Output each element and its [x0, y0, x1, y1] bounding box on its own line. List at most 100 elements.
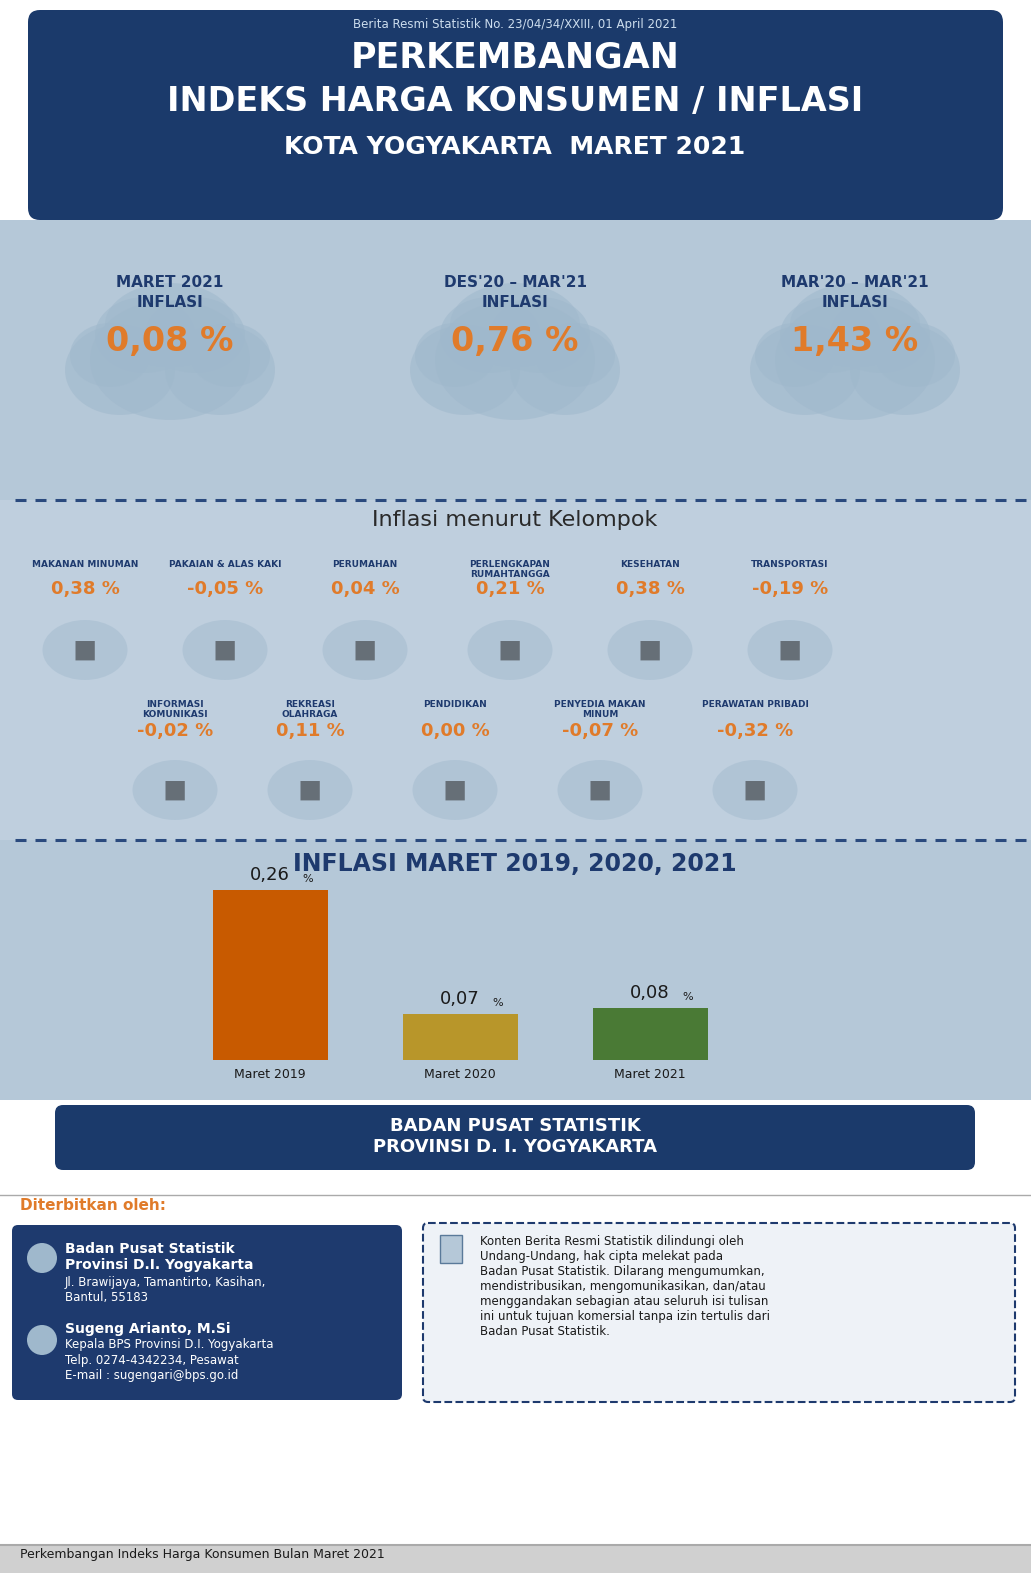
Bar: [0, 500, 1031, 841]
Ellipse shape: [450, 282, 580, 366]
Bar: [0, 220, 1031, 500]
FancyBboxPatch shape: [12, 1224, 402, 1400]
Bar: [440, 1235, 462, 1262]
Text: 0,08: 0,08: [630, 983, 670, 1002]
Text: ▪: ▪: [162, 771, 189, 809]
Ellipse shape: [65, 325, 175, 416]
Text: ▪: ▪: [352, 631, 378, 669]
Text: INFLASI: INFLASI: [481, 295, 548, 309]
Text: Konten Berita Resmi Statistik dilindungi oleh
Undang-Undang, hak cipta melekat p: Konten Berita Resmi Statistik dilindungi…: [480, 1235, 770, 1339]
Text: PROVINSI D. I. YOGYAKARTA: PROVINSI D. I. YOGYAKARTA: [373, 1139, 657, 1156]
Ellipse shape: [467, 620, 553, 680]
Ellipse shape: [535, 324, 616, 387]
Text: INFLASI: INFLASI: [137, 295, 203, 309]
Text: PERAWATAN PRIBADI: PERAWATAN PRIBADI: [701, 699, 808, 709]
Text: BADAN PUSAT STATISTIK: BADAN PUSAT STATISTIK: [390, 1117, 640, 1136]
Ellipse shape: [780, 297, 880, 373]
Text: -0,02 %: -0,02 %: [137, 722, 213, 741]
Ellipse shape: [490, 297, 590, 373]
Text: 0,38 %: 0,38 %: [616, 580, 685, 598]
Ellipse shape: [323, 620, 407, 680]
Ellipse shape: [95, 297, 195, 373]
FancyBboxPatch shape: [55, 1105, 975, 1170]
Text: ▪: ▪: [297, 771, 323, 809]
Ellipse shape: [182, 620, 267, 680]
Text: 0,76 %: 0,76 %: [452, 325, 578, 358]
Text: INFLASI: INFLASI: [822, 295, 889, 309]
Text: KOTA YOGYAKARTA  MARET 2021: KOTA YOGYAKARTA MARET 2021: [285, 135, 745, 159]
Bar: [0, 1545, 1031, 1573]
Text: PAKAIAN & ALAS KAKI: PAKAIAN & ALAS KAKI: [169, 560, 281, 569]
Ellipse shape: [27, 1324, 57, 1354]
Text: MAKANAN MINUMAN: MAKANAN MINUMAN: [32, 560, 138, 569]
Text: Provinsi D.I. Yogyakarta: Provinsi D.I. Yogyakarta: [65, 1258, 254, 1272]
Bar: [0, 841, 1031, 1101]
Text: Bantul, 55183: Bantul, 55183: [65, 1291, 148, 1304]
Ellipse shape: [90, 300, 250, 420]
Ellipse shape: [440, 297, 540, 373]
Text: %: %: [492, 998, 503, 1009]
FancyBboxPatch shape: [28, 10, 1003, 220]
Text: -0,19 %: -0,19 %: [752, 580, 828, 598]
Text: -0,05 %: -0,05 %: [187, 580, 263, 598]
Text: Kepala BPS Provinsi D.I. Yogyakarta: Kepala BPS Provinsi D.I. Yogyakarta: [65, 1339, 273, 1351]
Text: 1,43 %: 1,43 %: [792, 325, 919, 358]
Text: Telp. 0274-4342234, Pesawat: Telp. 0274-4342234, Pesawat: [65, 1354, 239, 1367]
Text: INFLASI MARET 2019, 2020, 2021: INFLASI MARET 2019, 2020, 2021: [293, 852, 737, 875]
Ellipse shape: [145, 297, 245, 373]
Text: ▪: ▪: [742, 771, 768, 809]
Bar: [403, 1013, 518, 1059]
Text: PERLENGKAPAN
RUMAHTANGGA: PERLENGKAPAN RUMAHTANGGA: [469, 560, 551, 579]
Text: Berita Resmi Statistik No. 23/04/34/XXIII, 01 April 2021: Berita Resmi Statistik No. 23/04/34/XXII…: [353, 17, 677, 32]
Text: ▪: ▪: [442, 771, 468, 809]
Text: -0,32 %: -0,32 %: [717, 722, 793, 741]
Text: 0,00 %: 0,00 %: [421, 722, 490, 741]
Ellipse shape: [607, 620, 693, 680]
Ellipse shape: [105, 282, 235, 366]
Ellipse shape: [133, 760, 218, 820]
Ellipse shape: [747, 620, 832, 680]
Text: 0,04 %: 0,04 %: [331, 580, 399, 598]
Text: MAR'20 – MAR'21: MAR'20 – MAR'21: [781, 274, 929, 290]
Text: Sugeng Arianto, M.Si: Sugeng Arianto, M.Si: [65, 1323, 231, 1335]
Text: ▪: ▪: [776, 631, 803, 669]
Text: ▪: ▪: [587, 771, 613, 809]
Text: INFORMASI
KOMUNIKASI: INFORMASI KOMUNIKASI: [142, 699, 208, 720]
Text: KESEHATAN: KESEHATAN: [620, 560, 679, 569]
Text: Maret 2019: Maret 2019: [234, 1067, 306, 1082]
Ellipse shape: [790, 282, 920, 366]
Text: ▪: ▪: [72, 631, 98, 669]
Text: REKREASI
OLAHRAGA: REKREASI OLAHRAGA: [281, 699, 338, 720]
Text: 0,26: 0,26: [251, 866, 290, 883]
Ellipse shape: [875, 324, 955, 387]
Text: DES'20 – MAR'21: DES'20 – MAR'21: [443, 274, 587, 290]
Ellipse shape: [267, 760, 353, 820]
Ellipse shape: [410, 325, 520, 416]
Text: 0,07: 0,07: [440, 990, 479, 1009]
Ellipse shape: [850, 325, 960, 416]
Text: -0,07 %: -0,07 %: [562, 722, 638, 741]
Ellipse shape: [190, 324, 270, 387]
Text: Inflasi menurut Kelompok: Inflasi menurut Kelompok: [372, 511, 658, 530]
Text: Maret 2020: Maret 2020: [424, 1067, 496, 1082]
FancyBboxPatch shape: [423, 1223, 1015, 1402]
Ellipse shape: [830, 297, 930, 373]
Text: Jl. Brawijaya, Tamantirto, Kasihan,: Jl. Brawijaya, Tamantirto, Kasihan,: [65, 1277, 266, 1289]
Text: Badan Pusat Statistik: Badan Pusat Statistik: [65, 1242, 235, 1256]
Ellipse shape: [27, 1243, 57, 1274]
Text: %: %: [302, 874, 312, 883]
Ellipse shape: [42, 620, 128, 680]
Text: MARET 2021: MARET 2021: [117, 274, 224, 290]
Text: Perkembangan Indeks Harga Konsumen Bulan Maret 2021: Perkembangan Indeks Harga Konsumen Bulan…: [20, 1548, 385, 1561]
Text: ▪: ▪: [211, 631, 238, 669]
Bar: [593, 1007, 708, 1059]
Text: 0,21 %: 0,21 %: [475, 580, 544, 598]
Bar: [0, 1175, 1031, 1540]
Text: PENDIDIKAN: PENDIDIKAN: [423, 699, 487, 709]
Text: 0,11 %: 0,11 %: [275, 722, 344, 741]
Text: E-mail : sugengari@bps.go.id: E-mail : sugengari@bps.go.id: [65, 1369, 238, 1381]
Ellipse shape: [415, 324, 495, 387]
Ellipse shape: [750, 325, 860, 416]
Ellipse shape: [435, 300, 595, 420]
Ellipse shape: [558, 760, 642, 820]
